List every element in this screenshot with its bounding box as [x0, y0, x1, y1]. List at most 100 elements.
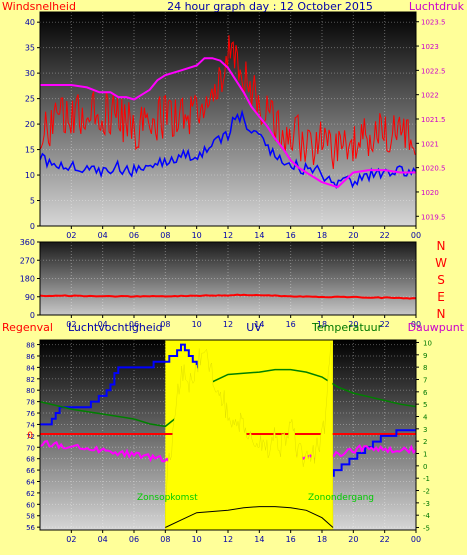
temp-ytick-label: -3: [423, 500, 430, 508]
direction-xtick-label: 12: [223, 320, 233, 329]
temperature-label: Temperatuur: [311, 321, 383, 334]
humidity-ytick-label: 70: [26, 444, 35, 452]
compass-label: S: [437, 273, 445, 287]
humidity-label: Luchtvochtigheid: [68, 321, 163, 334]
humidity-xtick-label: 06: [129, 535, 139, 544]
direction-xtick-label: 14: [254, 320, 264, 329]
humidity-ytick-label: 66: [26, 467, 35, 475]
wind-series-line: [40, 109, 416, 190]
wind-pressure-panel: 05101520253035401019.510201020.510211021…: [2, 0, 465, 240]
humidity-ytick-label: 74: [26, 421, 35, 429]
temp-ytick-label: 3: [423, 426, 427, 434]
direction-xtick-label: 18: [317, 320, 327, 329]
temperature-series-line: [40, 368, 416, 428]
direction-ytick-label: 0: [30, 311, 35, 320]
temp-ytick-label: 8: [423, 364, 427, 372]
uv-series-area: [165, 341, 334, 530]
rain-zero-label: 0: [27, 431, 33, 441]
sunset-label: Zonondergang: [308, 493, 374, 503]
humidity-ytick-label: 84: [26, 364, 35, 372]
wind-ytick-label: 35: [25, 44, 35, 53]
direction-xtick-label: 22: [380, 320, 390, 329]
wind-ytick-label: 40: [25, 18, 35, 27]
humidity-ytick-label: 62: [26, 490, 35, 498]
wind-xtick-label: 22: [380, 231, 390, 240]
direction-frame: [39, 241, 417, 316]
temp-ytick-label: 5: [423, 401, 427, 409]
temp-ytick-label: 7: [423, 376, 427, 384]
humidity-ytick-label: 82: [26, 376, 35, 384]
humidity-ytick-label: 72: [26, 433, 35, 441]
uv-label: UV: [246, 321, 262, 334]
humidity-xtick-label: 00: [411, 535, 421, 544]
direction-xtick-label: 08: [160, 320, 170, 329]
wind-xtick-label: 08: [160, 231, 170, 240]
humidity-ytick-label: 56: [26, 524, 35, 532]
humidity-ytick-label: 60: [26, 501, 35, 509]
chart-title: 24 hour graph day : 12 October 2015: [167, 0, 373, 13]
direction-xtick-label: 16: [286, 320, 296, 329]
wind-ytick-label: 5: [30, 197, 35, 206]
temp-ytick-label: 4: [423, 413, 428, 421]
temp-ytick-label: 0: [423, 463, 427, 471]
temp-ytick-label: -5: [423, 525, 430, 533]
left-axis-title: Windsnelheid: [2, 0, 76, 13]
humidity-xtick-label: 18: [317, 535, 327, 544]
humidity-ytick-label: 80: [26, 387, 35, 395]
humidity-xtick-label: 10: [192, 535, 202, 544]
direction-ytick-label: 360: [20, 238, 35, 247]
temp-ytick-label: -4: [423, 512, 431, 520]
pressure-series-line: [40, 57, 416, 189]
direction-xtick-label: 04: [98, 320, 108, 329]
wind-ytick-label: 0: [30, 222, 35, 231]
wind-xtick-label: 04: [98, 231, 108, 240]
wind-ytick-label: 10: [25, 171, 35, 180]
humidity-ytick-label: 88: [26, 342, 35, 350]
wind-xtick-label: 20: [348, 231, 358, 240]
direction-xtick-label: 20: [348, 320, 358, 329]
wind-xtick-label: 06: [129, 231, 139, 240]
humidity-xtick-label: 14: [254, 535, 264, 544]
wind-ytick-label: 15: [25, 146, 35, 155]
direction-plot-area: [40, 242, 416, 315]
humidity-ytick-label: 68: [26, 456, 35, 464]
direction-ytick-label: 90: [25, 293, 35, 302]
dewpoint-label: Dauwpunt: [408, 321, 465, 334]
sunrise-label: Zonsopkomst: [137, 493, 198, 503]
direction-xtick-label: 00: [411, 320, 421, 329]
pressure-ytick-label: 1019.5: [421, 213, 446, 221]
direction-series-line: [40, 293, 416, 300]
humidity-ytick-label: 86: [26, 353, 35, 361]
humidity-xtick-label: 20: [348, 535, 358, 544]
compass-label: E: [437, 290, 445, 304]
pressure-ytick-label: 1022: [421, 92, 439, 100]
humidity-xtick-label: 22: [380, 535, 390, 544]
humidity-xtick-label: 04: [98, 535, 108, 544]
temp-ytick-label: 2: [423, 438, 427, 446]
pressure-ytick-label: 1023.5: [421, 19, 446, 27]
humidity-ytick-label: 58: [26, 513, 35, 521]
temp-ytick-label: -2: [423, 488, 430, 496]
right-axis-title: Luchtdruk: [409, 0, 465, 13]
direction-xtick-label: 02: [66, 320, 76, 329]
pressure-ytick-label: 1022.5: [421, 67, 446, 75]
direction-xtick-label: 10: [192, 320, 202, 329]
wind-ytick-label: 30: [25, 69, 35, 78]
rain-label: Regenval: [2, 321, 53, 334]
humidity-xtick-label: 16: [286, 535, 296, 544]
compass-label: N: [437, 239, 446, 253]
wind-xtick-label: 18: [317, 231, 327, 240]
humidity-ytick-label: 64: [26, 479, 35, 487]
temp-ytick-label: 1: [423, 451, 427, 459]
pressure-ytick-label: 1023: [421, 43, 439, 51]
wind-xtick-label: 14: [254, 231, 264, 240]
compass-label: N: [437, 307, 446, 321]
humidity-temp-panel: 5658606264666870727476788082848688-5-4-3…: [2, 321, 465, 544]
humidity-xtick-label: 12: [223, 535, 233, 544]
compass-label: W: [435, 256, 447, 270]
pressure-ytick-label: 1021: [421, 140, 439, 148]
direction-xtick-label: 06: [129, 320, 139, 329]
humidity-ytick-label: 76: [26, 410, 35, 418]
